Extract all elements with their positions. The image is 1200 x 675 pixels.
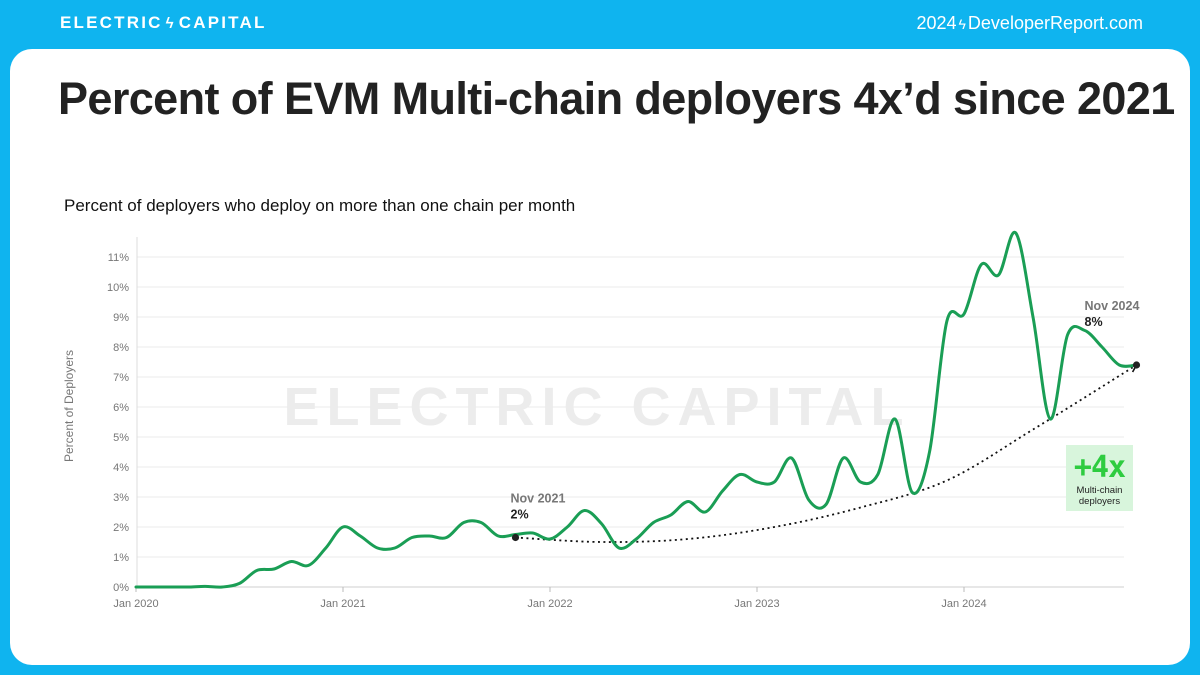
y-tick-label: 6% [113, 402, 129, 414]
y-axis-label: Percent of Deployers [62, 350, 76, 462]
growth-badge: +4x Multi-chain deployers [1066, 445, 1133, 511]
lightning-bolt-icon: ϟ [958, 15, 966, 32]
y-axis-ticks: 0% 1% 2% 3% 4% 5% 6% 7% 8% 9% 10% 11% [107, 252, 129, 594]
y-tick-label: 10% [107, 282, 129, 294]
y-tick-label: 2% [113, 522, 129, 534]
badge-value: +4x [1074, 450, 1126, 485]
annotation-point [1132, 361, 1141, 369]
y-tick-label: 4% [113, 462, 129, 474]
x-axis-ticks: Jan 2020 Jan 2021 Jan 2022 Jan 2023 Jan 2024 [113, 587, 987, 610]
site-name: DeveloperReport.com [967, 13, 1143, 33]
content-card: Percent of EVM Multi-chain deployers 4x’… [10, 49, 1190, 665]
header-bar: ELECTRIC ϟ CAPITAL 2024 ϟ DeveloperRepor… [0, 0, 1200, 48]
annotation-value: 2% [511, 508, 529, 522]
y-tick-label: 8% [113, 342, 129, 354]
x-tick-label: Jan 2023 [734, 598, 779, 610]
x-tick-label: Jan 2021 [320, 598, 365, 610]
annotation-date: Nov 2021 [511, 492, 566, 506]
brand-right-text: CAPITAL [178, 13, 267, 32]
annotation-date: Nov 2024 [1085, 299, 1140, 313]
y-tick-label: 7% [113, 372, 129, 384]
x-tick-label: Jan 2022 [527, 598, 572, 610]
x-tick-label: Jan 2024 [941, 598, 986, 610]
line-chart: ELECTRIC CAPITAL 0%1%2%3%4%5%6%7%8%9%10%… [62, 231, 1141, 610]
x-tick-label: Jan 2020 [113, 598, 158, 610]
page-title: Percent of EVM Multi-chain deployers 4x’… [58, 73, 1175, 124]
series-line [134, 231, 1138, 589]
chart-title: Percent of deployers who deploy on more … [64, 196, 576, 215]
y-tick-label: 5% [113, 432, 129, 444]
lightning-bolt-icon: ϟ [165, 14, 176, 32]
y-tick-label: 3% [113, 492, 129, 504]
y-tick-label: 11% [108, 252, 129, 264]
brand-logo[interactable]: ELECTRIC ϟ CAPITAL [60, 13, 267, 33]
brand-left-text: ELECTRIC [60, 13, 163, 32]
site-link[interactable]: 2024 ϟ DeveloperReport.com [916, 13, 1143, 34]
site-year: 2024 [916, 13, 957, 33]
y-tick-label: 0% [113, 582, 129, 594]
badge-caption: Multi-chain deployers [1076, 485, 1123, 507]
annotation-point [511, 533, 520, 542]
y-tick-label: 9% [113, 312, 129, 324]
annotation-value: 8% [1085, 315, 1103, 329]
y-tick-label: 1% [113, 552, 129, 564]
